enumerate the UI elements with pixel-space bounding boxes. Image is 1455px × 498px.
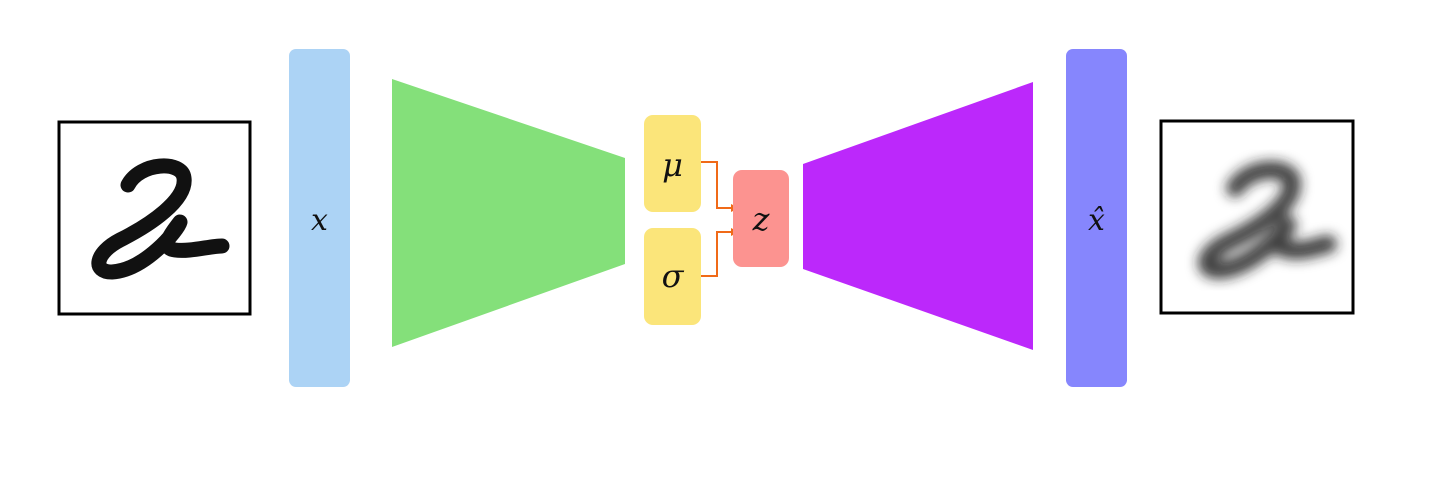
mu-label: μ: [662, 146, 683, 184]
encoder-block: [392, 79, 625, 347]
input-layer-x: x: [289, 49, 350, 387]
latent-z-node: z: [733, 170, 789, 267]
sigma-to-z-arrow: [701, 228, 739, 277]
output-layer-bar: [1066, 49, 1127, 387]
z-box: [733, 170, 789, 267]
z-label: z: [752, 200, 771, 238]
input-layer-label: x: [311, 203, 328, 238]
sigma-node: σ: [644, 228, 701, 325]
mu-to-z-arrow: [701, 161, 739, 212]
input-digit-icon: [91, 158, 230, 280]
output-layer-label: x̂: [1088, 203, 1105, 238]
output-image: [1159, 119, 1355, 315]
output-layer-x-hat: x̂: [1066, 49, 1127, 387]
input-layer-bar: [289, 49, 350, 387]
decoder-block: [803, 82, 1033, 350]
mu-node: μ: [644, 115, 701, 212]
sigma-label: σ: [662, 257, 685, 295]
output-digit-icon: [1198, 161, 1337, 279]
mu-box: [644, 115, 701, 212]
input-image: [57, 120, 252, 316]
sigma-box: [644, 228, 701, 325]
